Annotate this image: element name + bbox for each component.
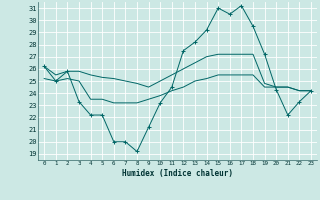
X-axis label: Humidex (Indice chaleur): Humidex (Indice chaleur) [122,169,233,178]
